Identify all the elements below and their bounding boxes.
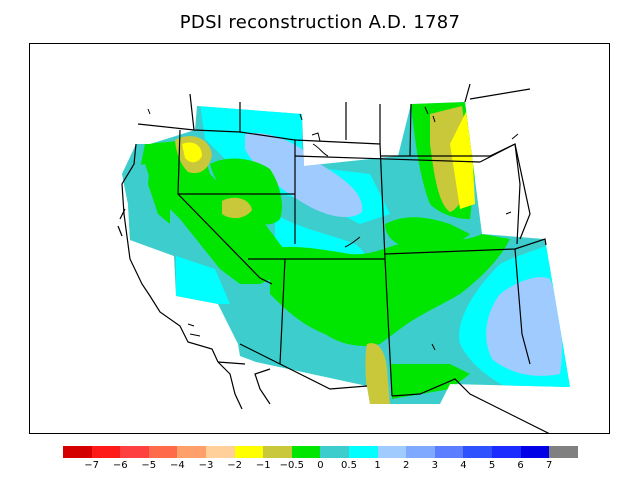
legend-colorbar — [63, 446, 578, 458]
legend-swatch — [63, 446, 92, 458]
legend-swatch — [463, 446, 492, 458]
legend-swatch — [234, 446, 264, 458]
legend-tick-label: 4 — [460, 460, 467, 471]
legend-swatch — [120, 446, 149, 458]
coastline — [117, 143, 271, 410]
page-title: PDSI reconstruction A.D. 1787 — [179, 12, 461, 33]
legend-swatch — [148, 446, 178, 458]
legend-tick-label: 0.5 — [341, 460, 357, 471]
legend-swatch — [491, 446, 521, 458]
legend-swatch — [91, 446, 121, 458]
legend-tick-label: −1 — [255, 460, 271, 471]
legend-swatch — [549, 446, 578, 458]
legend-tick-label: −0.5 — [279, 460, 304, 471]
legend-tick-label: 2 — [403, 460, 410, 471]
legend-tick-label: −3 — [198, 460, 214, 471]
legend-tick-label: 0 — [317, 460, 324, 471]
pdsi-map — [117, 83, 570, 433]
legend-swatch — [177, 446, 206, 458]
legend-swatch — [205, 446, 235, 458]
legend-tick-label: 7 — [546, 460, 553, 471]
legend-swatch — [320, 446, 349, 458]
state-boundaries — [137, 83, 550, 433]
legend-swatch — [406, 446, 435, 458]
legend-tick-label: −2 — [227, 460, 242, 471]
legend-swatch — [291, 446, 321, 458]
legend-tick-label: 1 — [374, 460, 381, 471]
legend-tick-label: −7 — [84, 460, 99, 471]
legend-swatch — [263, 446, 292, 458]
lakes — [147, 106, 519, 351]
legend-tick-label: −5 — [141, 460, 157, 471]
legend-swatch — [520, 446, 550, 458]
legend-swatch — [377, 446, 407, 458]
map-frame — [29, 43, 610, 434]
legend-tick-label: −6 — [112, 460, 128, 471]
legend-swatch — [348, 446, 378, 458]
legend-tick-label: 5 — [488, 460, 496, 471]
legend-tick-label: 6 — [517, 460, 524, 471]
legend-tick-label: 3 — [431, 460, 438, 471]
legend-tick-label: −4 — [170, 460, 185, 471]
legend-swatch — [434, 446, 464, 458]
legend: −7 −6 −5 −4 −3 −2 −1 −0.5 0 0.5 1 2 3 4 5 6 7 — [63, 446, 579, 476]
